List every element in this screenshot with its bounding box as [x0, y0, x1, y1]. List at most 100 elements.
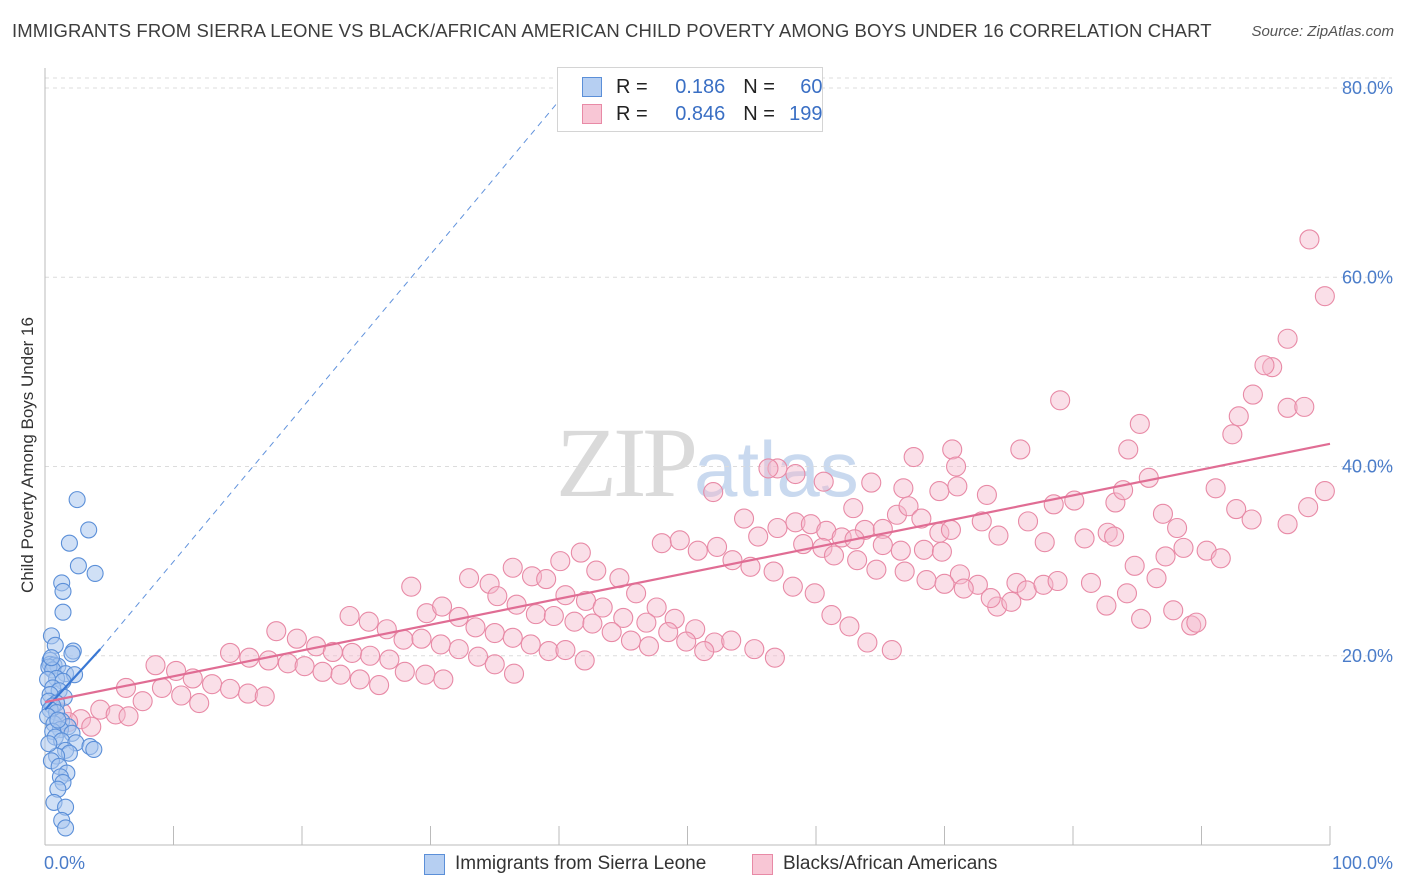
pink-point	[564, 611, 585, 632]
pink-point	[704, 632, 725, 653]
pink-point	[171, 685, 192, 706]
pink-point	[430, 634, 451, 655]
pink-trend-line	[44, 442, 1331, 704]
pink-point	[479, 573, 500, 594]
pink-point	[1205, 478, 1226, 499]
y-tick-label: 40.0%	[1342, 457, 1393, 477]
bottom-legend-pink: Blacks/African Americans	[752, 851, 997, 877]
pink-point	[676, 631, 697, 652]
pink-point	[947, 476, 968, 497]
blue-point	[54, 582, 72, 600]
legend-blue-r-label: R =	[616, 75, 648, 98]
pink-point	[1006, 572, 1027, 593]
legend-row-blue: R = 0.186 N = 60	[582, 74, 823, 100]
pink-point	[586, 560, 607, 581]
pink-point	[342, 642, 363, 663]
pink-point	[626, 583, 647, 604]
x-tick-label: 100.0%	[1332, 853, 1393, 873]
pink-point	[916, 569, 937, 591]
pink-point	[823, 545, 845, 566]
blue-point	[85, 740, 103, 758]
blue-point	[86, 564, 104, 582]
blue-trend-extension	[99, 99, 561, 650]
pink-point	[145, 655, 166, 676]
pink-point	[646, 597, 667, 618]
pink-point	[448, 639, 469, 660]
pink-point	[286, 628, 307, 649]
pink-point	[1254, 355, 1275, 376]
pink-point	[543, 605, 564, 627]
pink-point	[1222, 424, 1243, 445]
pink-point	[946, 456, 967, 477]
pink-point	[1173, 537, 1194, 558]
pink-point	[90, 699, 111, 720]
pink-point	[1146, 568, 1167, 589]
bottom-legend-swatch-pink	[752, 853, 773, 875]
pink-point	[360, 645, 381, 666]
pink-point	[721, 630, 742, 651]
pink-point	[866, 559, 887, 580]
pink-point	[636, 612, 657, 633]
watermark-zip: ZIP	[556, 407, 698, 518]
pink-point	[432, 596, 453, 617]
pink-point	[1116, 583, 1138, 604]
pink-point	[239, 647, 260, 668]
pink-point	[118, 706, 139, 727]
pink-point	[555, 640, 576, 661]
watermark: ZIPatlas	[556, 405, 859, 520]
bottom-legend-blue: Immigrants from Sierra Leone	[424, 851, 706, 877]
pink-point	[1298, 497, 1319, 518]
pink-point	[931, 541, 952, 562]
tick-labels: 20.0% 40.0% 60.0% 80.0% 0.0% 100.0%	[44, 78, 1393, 873]
pink-point	[890, 540, 911, 561]
bottom-legend-label-pink: Blacks/African Americans	[783, 853, 998, 874]
legend-pink-n-value: 199	[789, 102, 823, 125]
pink-point	[722, 550, 743, 571]
pink-point	[1226, 499, 1247, 520]
pink-point	[934, 573, 955, 594]
pink-point	[520, 634, 541, 655]
pink-point	[339, 605, 360, 627]
legend-blue-r-value: 0.186	[675, 75, 726, 98]
pink-point	[613, 607, 634, 628]
legend-pink-n-label: N =	[743, 102, 775, 125]
pink-point	[1047, 570, 1068, 592]
pink-point	[1314, 286, 1335, 307]
pink-point	[379, 649, 400, 670]
pink-point	[669, 530, 690, 551]
pink-point	[1034, 532, 1055, 553]
blue-point	[60, 534, 78, 552]
pink-point	[620, 630, 642, 651]
pink-point	[782, 576, 803, 597]
pink-point	[394, 661, 415, 682]
pink-point	[821, 605, 842, 626]
pink-point	[813, 471, 834, 492]
pink-point	[570, 542, 591, 563]
pink-point	[940, 519, 961, 540]
pink-point	[1129, 413, 1150, 434]
pink-point	[458, 568, 480, 589]
pink-point	[330, 664, 351, 685]
pink-point	[1155, 546, 1176, 567]
pink-point	[219, 642, 241, 663]
legend-box: R = 0.186 N = 60 R = 0.846 N = 199	[557, 67, 823, 132]
pink-point	[582, 613, 603, 634]
pink-point	[767, 517, 788, 539]
pink-point	[843, 498, 864, 519]
pink-point	[785, 512, 806, 533]
pink-point	[312, 661, 333, 682]
bottom-legend-swatch-blue	[424, 853, 445, 875]
pink-point	[465, 617, 486, 638]
legend-row-pink: R = 0.846 N = 199	[582, 101, 823, 127]
pink-point	[785, 464, 806, 485]
pink-point	[1210, 548, 1231, 569]
pink-point	[839, 616, 860, 637]
pink-point	[898, 496, 919, 517]
pink-point	[886, 504, 908, 525]
pink-point	[1131, 608, 1152, 629]
watermark-atlas: atlas	[694, 425, 859, 513]
pink-point	[1228, 406, 1249, 427]
pink-point	[502, 627, 523, 648]
pink-point	[800, 514, 821, 535]
pink-point	[953, 578, 974, 599]
